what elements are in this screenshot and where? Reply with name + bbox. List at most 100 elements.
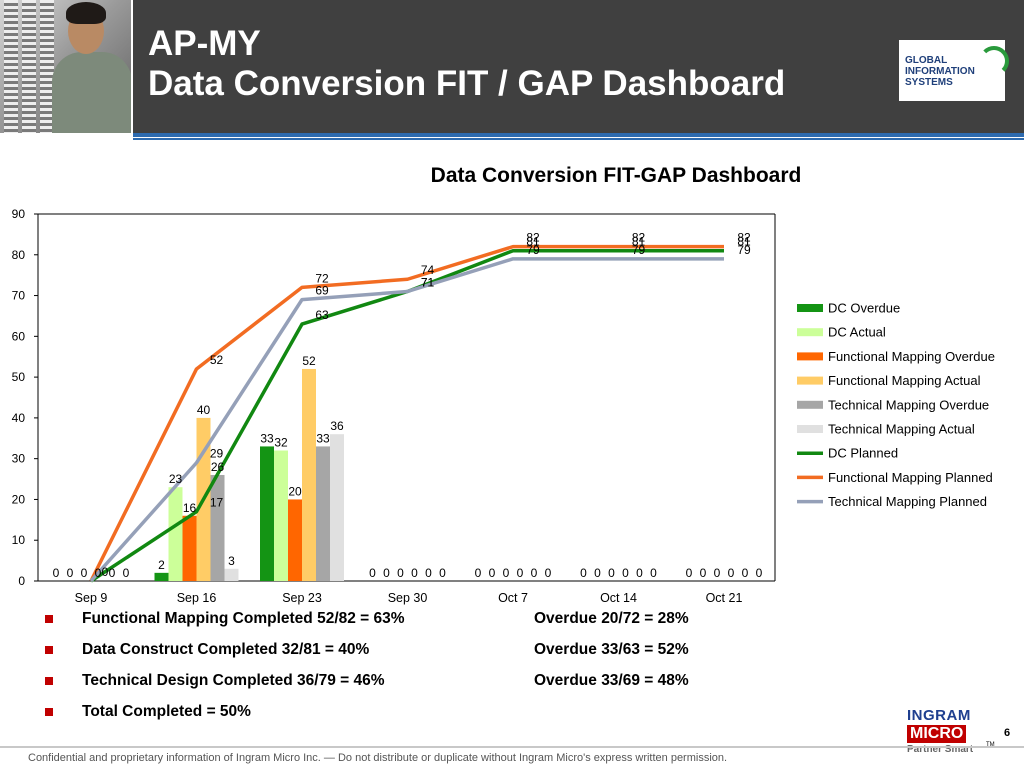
bar-value-label: 0 bbox=[503, 566, 510, 580]
bar bbox=[302, 368, 316, 581]
line-value-label: 81 bbox=[526, 235, 540, 249]
bar-value-label: 0 bbox=[123, 566, 130, 580]
line-value-label: 82 bbox=[737, 231, 751, 245]
header-rule bbox=[133, 133, 1024, 137]
bar-value-label: 0 bbox=[531, 566, 538, 580]
bar-value-label: 0 bbox=[714, 566, 721, 580]
bar-value-label: 0 bbox=[517, 566, 524, 580]
bar-value-label: 16 bbox=[183, 501, 197, 515]
bar-value-label: 40 bbox=[197, 403, 211, 417]
bar-value-label: 0 bbox=[594, 566, 601, 580]
line-value-label: 79 bbox=[737, 243, 751, 257]
line-value-label: 69 bbox=[315, 284, 329, 298]
legend-swatch bbox=[797, 304, 823, 312]
bar-value-label: 0 bbox=[425, 566, 432, 580]
bar bbox=[224, 568, 239, 581]
y-tick-label: 30 bbox=[12, 452, 26, 466]
legend-label: Technical Mapping Actual bbox=[828, 422, 975, 437]
planned-line bbox=[89, 244, 724, 582]
bar-value-label: 0 bbox=[636, 566, 643, 580]
bar-value-label: 0 bbox=[475, 566, 482, 580]
legend-swatch bbox=[797, 400, 823, 409]
header-bar: AP-MY Data Conversion FIT / GAP Dashboar… bbox=[0, 0, 1024, 133]
legend-swatch bbox=[797, 352, 823, 361]
legend-swatch bbox=[797, 425, 823, 433]
title-line-1: AP-MY bbox=[148, 24, 261, 63]
swoosh-icon bbox=[979, 46, 1009, 76]
y-tick-label: 10 bbox=[12, 533, 26, 547]
bar bbox=[316, 446, 330, 581]
global-information-systems-logo: GLOBAL INFORMATION SYSTEMS bbox=[899, 40, 1009, 101]
bar-value-label: 0 bbox=[67, 566, 74, 580]
bar-value-label: 0 bbox=[439, 566, 446, 580]
bar-value-label: 0 bbox=[742, 566, 749, 580]
bar-value-label: 0 bbox=[686, 566, 693, 580]
line-value-label: 17 bbox=[210, 496, 224, 510]
bar bbox=[260, 446, 274, 581]
bar bbox=[182, 515, 197, 581]
footer-rule bbox=[0, 746, 1024, 748]
y-tick-label: 40 bbox=[12, 411, 26, 425]
line-value-label: 63 bbox=[315, 308, 329, 322]
bar bbox=[274, 450, 288, 581]
bar-value-label: 23 bbox=[169, 472, 183, 486]
fit-gap-chart: Data Conversion FIT-GAP Dashboard0102030… bbox=[12, 164, 995, 605]
y-tick-label: 80 bbox=[12, 248, 26, 262]
bullet-icon bbox=[45, 708, 53, 716]
y-tick-label: 0 bbox=[18, 574, 25, 588]
line-value-label: 29 bbox=[210, 447, 224, 461]
bar-value-label: 32 bbox=[274, 436, 288, 450]
bar-value-label: 0 bbox=[700, 566, 707, 580]
legend-label: Functional Mapping Actual bbox=[828, 373, 981, 388]
x-tick-label: Sep 16 bbox=[177, 591, 217, 605]
bar-value-label: 0 bbox=[650, 566, 657, 580]
bullet-icon bbox=[45, 677, 53, 685]
y-tick-label: 60 bbox=[12, 329, 26, 343]
bar-value-label: 3 bbox=[228, 554, 235, 568]
legend-label: Technical Mapping Overdue bbox=[828, 397, 989, 412]
bar-value-label: 0 bbox=[728, 566, 735, 580]
line-value-label: 74 bbox=[421, 263, 435, 277]
bar-value-label: 0 bbox=[53, 566, 60, 580]
line-value-label: 52 bbox=[210, 353, 224, 367]
bar bbox=[288, 499, 302, 581]
legend-swatch bbox=[797, 328, 823, 337]
legend-swatch bbox=[797, 376, 823, 385]
summary-overdue: Overdue 33/69 = 48% bbox=[534, 672, 689, 689]
x-tick-label: Oct 7 bbox=[498, 591, 528, 605]
y-tick-label: 20 bbox=[12, 492, 26, 506]
line-value-label: 0 bbox=[102, 565, 109, 579]
chart-title: Data Conversion FIT-GAP Dashboard bbox=[431, 164, 802, 187]
footer-text: Confidential and proprietary information… bbox=[28, 752, 728, 764]
y-tick-label: 70 bbox=[12, 289, 26, 303]
bar-value-label: 0 bbox=[608, 566, 615, 580]
bar-value-label: 0 bbox=[369, 566, 376, 580]
summary-overdue: Overdue 33/63 = 52% bbox=[534, 641, 689, 658]
bar-value-label: 2 bbox=[158, 558, 165, 572]
x-tick-label: Oct 21 bbox=[706, 591, 743, 605]
legend-label: Functional Mapping Overdue bbox=[828, 349, 995, 364]
bar-value-label: 0 bbox=[545, 566, 552, 580]
bar bbox=[210, 474, 225, 581]
bar-value-label: 0 bbox=[580, 566, 587, 580]
bar-value-label: 36 bbox=[330, 419, 344, 433]
header-photo bbox=[0, 0, 133, 133]
bar-value-label: 0 bbox=[109, 566, 116, 580]
planned-line bbox=[89, 257, 724, 583]
bar-value-label: 0 bbox=[489, 566, 496, 580]
bar-value-label: 0 bbox=[383, 566, 390, 580]
bar-value-label: 0 bbox=[411, 566, 418, 580]
bar-value-label: 20 bbox=[288, 484, 302, 498]
legend-label: Functional Mapping Planned bbox=[828, 470, 993, 485]
x-tick-label: Sep 9 bbox=[75, 591, 108, 605]
slide-title: AP-MY Data Conversion FIT / GAP Dashboar… bbox=[148, 24, 785, 104]
line-value-label: 79 bbox=[632, 243, 646, 257]
legend-label: DC Actual bbox=[828, 325, 886, 340]
x-tick-label: Oct 14 bbox=[600, 591, 637, 605]
bar bbox=[330, 434, 344, 581]
bar-value-label: 0 bbox=[756, 566, 763, 580]
ingram-micro-logo: INGRAM MICRO TM Partner Smart bbox=[907, 707, 995, 755]
bar-value-label: 52 bbox=[302, 354, 316, 368]
bar-value-label: 0 bbox=[622, 566, 629, 580]
y-tick-label: 50 bbox=[12, 370, 26, 384]
